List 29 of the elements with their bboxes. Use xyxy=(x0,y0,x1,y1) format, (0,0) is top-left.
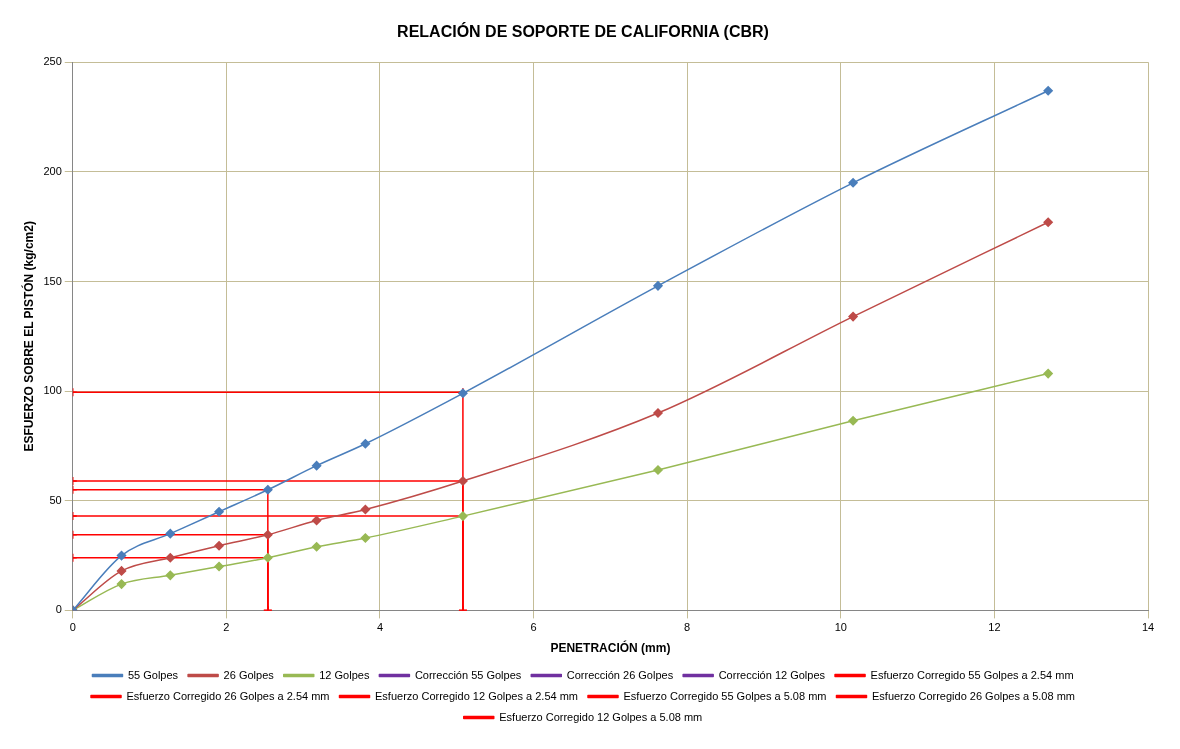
legend-label: Corrección 12 Golpes xyxy=(718,668,826,681)
x-tick-label: 14 xyxy=(1141,621,1155,634)
x-axis-title: PENETRACIÓN (mm) xyxy=(550,640,671,656)
x-tick-label: 2 xyxy=(223,621,230,634)
y-tick-label: 100 xyxy=(43,384,62,397)
x-tick-label: 0 xyxy=(69,621,76,634)
legend-label: Esfuerzo Corregido 26 Golpes a 2.54 mm xyxy=(126,689,330,702)
legend-label: Corrección 55 Golpes xyxy=(414,668,522,681)
y-tick-label: 0 xyxy=(55,603,62,616)
legend-label: 12 Golpes xyxy=(319,668,370,681)
x-tick-label: 8 xyxy=(684,621,691,634)
chart-title: RELACIÓN DE SOPORTE DE CALIFORNIA (CBR) xyxy=(397,22,769,41)
y-tick-label: 150 xyxy=(43,274,62,287)
legend-label: 26 Golpes xyxy=(223,668,275,681)
x-tick-label: 4 xyxy=(376,621,384,634)
legend-label: Esfuerzo Corregido 12 Golpes a 2.54 mm xyxy=(375,689,579,702)
legend-label: Esfuerzo Corregido 26 Golpes a 5.08 mm xyxy=(871,689,1075,702)
y-tick-label: 50 xyxy=(49,493,62,506)
legend-label: 55 Golpes xyxy=(127,668,179,681)
legend-label: Corrección 26 Golpes xyxy=(566,668,674,681)
y-tick-label: 250 xyxy=(43,55,62,68)
x-tick-label: 6 xyxy=(530,621,537,634)
y-axis-title: ESFUERZO SOBRE EL PISTÓN (kg/cm2) xyxy=(20,221,36,452)
legend-label: Esfuerzo Corregido 12 Golpes a 5.08 mm xyxy=(499,710,703,723)
legend-label: Esfuerzo Corregido 55 Golpes a 5.08 mm xyxy=(623,689,827,702)
y-tick-label: 200 xyxy=(43,164,62,177)
x-tick-label: 12 xyxy=(988,621,1001,634)
legend-label: Esfuerzo Corregido 55 Golpes a 2.54 mm xyxy=(870,668,1074,681)
x-tick-label: 10 xyxy=(834,621,847,634)
